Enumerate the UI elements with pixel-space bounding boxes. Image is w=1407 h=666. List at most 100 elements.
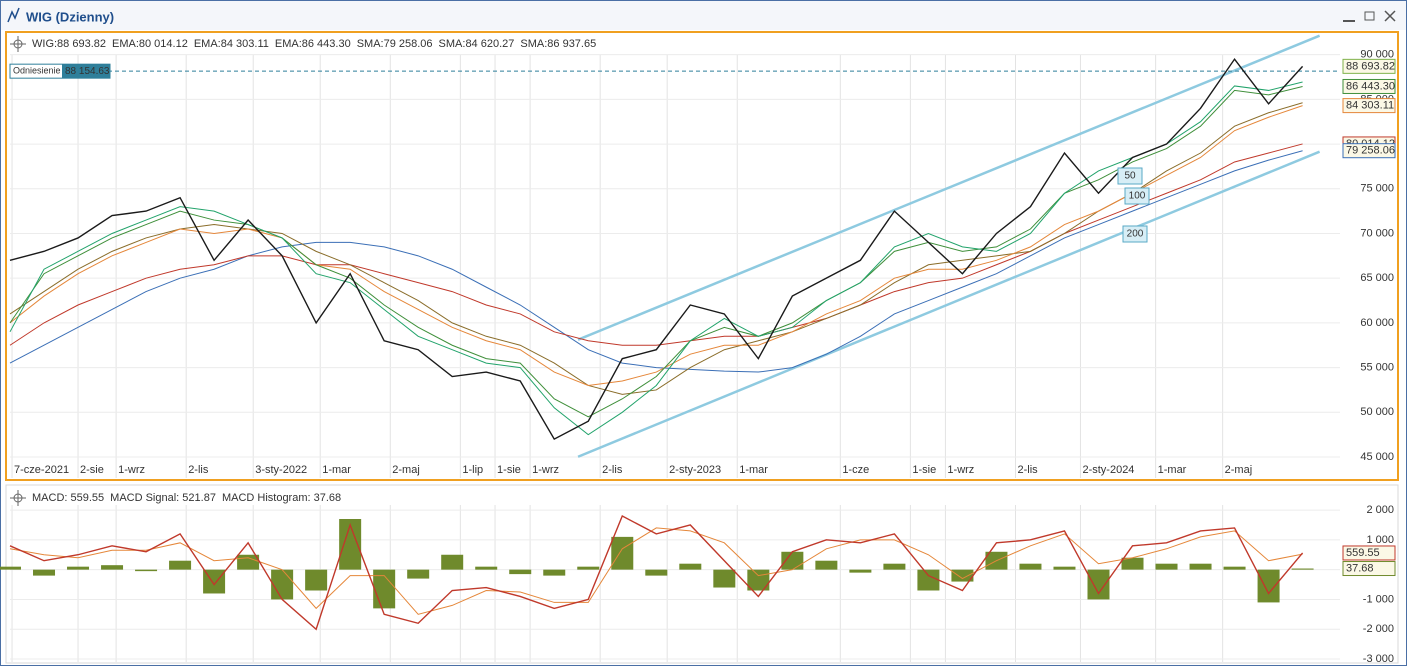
move-icon-cross[interactable] [10, 36, 26, 52]
x-tick-label: 2-lis [602, 464, 623, 476]
histogram-bar [169, 560, 192, 570]
series-line [9, 102, 1303, 395]
x-tick-label: 1-mar [739, 464, 768, 476]
series-line [9, 105, 1303, 386]
histogram-bar [1189, 563, 1212, 570]
legend-entry: MACD Histogram: 37.68 [222, 492, 341, 504]
price-panel-frame [5, 31, 1399, 481]
move-icon[interactable] [10, 490, 26, 506]
histogram-bar [0, 566, 21, 570]
restore-button[interactable] [1364, 11, 1375, 21]
last-value-label: 37.68 [1346, 562, 1374, 574]
x-tick-label: 1-wrz [118, 464, 145, 476]
histogram-bar [849, 569, 872, 573]
histogram-bar [67, 566, 90, 570]
histogram-bar [713, 569, 736, 588]
last-value-label: 559.55 [1346, 547, 1380, 559]
x-tick-label: 2-sie [80, 464, 104, 476]
x-tick-label: 1-sie [497, 464, 521, 476]
reference-value: 88 154.63 [65, 66, 110, 77]
move-icon-cross[interactable] [10, 490, 26, 506]
last-value-tag [1342, 78, 1396, 94]
histogram-bar [1121, 557, 1144, 570]
histogram-bar [475, 566, 498, 570]
y-tick-label: -2 000 [1363, 623, 1394, 635]
close-button[interactable] [1384, 10, 1396, 22]
histogram-bar [577, 566, 600, 570]
badge [1122, 225, 1148, 243]
series-line [9, 81, 1303, 436]
y-tick-label: 65 000 [1360, 272, 1394, 284]
x-tick-label: 1-mar [322, 464, 351, 476]
reference-label: Odniesienie [13, 66, 61, 76]
x-tick-label: 2-maj [1225, 464, 1253, 476]
histogram-bar [611, 536, 634, 570]
x-tick-label: 1-cze [842, 464, 869, 476]
y-tick-label: 70 000 [1360, 227, 1394, 239]
y-tick-label: -3 000 [1363, 653, 1394, 665]
histogram-bar [1291, 568, 1314, 570]
histogram-bar [679, 563, 702, 570]
series-line [9, 85, 1303, 418]
histogram-bar [33, 569, 56, 576]
last-value-label: 88 693.82 [1346, 60, 1395, 72]
x-tick-label: 1-lip [462, 464, 483, 476]
series-line [9, 527, 1303, 615]
last-value-tag [1342, 58, 1396, 74]
badge-label: 100 [1129, 191, 1146, 202]
x-tick-label: 2-lis [1017, 464, 1038, 476]
y-tick-label: 2 000 [1366, 504, 1394, 516]
x-tick-label: 2-lis [188, 464, 209, 476]
move-icon[interactable] [10, 36, 26, 52]
title-bar [1, 1, 1406, 30]
histogram-bar [781, 551, 804, 570]
y-tick-label: 75 000 [1360, 183, 1394, 195]
last-value-tag [1342, 561, 1396, 577]
x-tick-label: 1-mar [1158, 464, 1187, 476]
chart-icon [7, 7, 20, 23]
legend-entry: EMA:86 443.30 [275, 38, 351, 50]
histogram-bar [407, 569, 430, 579]
histogram-bar [339, 519, 362, 570]
histogram-bar [441, 554, 464, 570]
last-value-label: 79 258.06 [1346, 145, 1395, 157]
reference-tag-value [62, 64, 110, 79]
histogram-bar [1087, 569, 1110, 600]
series-line [9, 150, 1303, 373]
y-tick-label: -1 000 [1363, 593, 1394, 605]
badge [1124, 187, 1150, 205]
histogram-bar [883, 563, 906, 570]
trend-channel [577, 150, 1321, 458]
x-tick-label: 2-maj [392, 464, 420, 476]
series-line [9, 57, 1304, 441]
series-line [9, 143, 1303, 346]
trend-channel [577, 34, 1321, 341]
y-tick-label: 90 000 [1360, 49, 1394, 61]
last-value-tag [1342, 545, 1396, 561]
x-tick-label: 7-cze-2021 [14, 464, 69, 476]
window-controls[interactable] [1343, 10, 1396, 22]
macd-panel-frame [5, 484, 1399, 664]
legend-entry: EMA:80 014.12 [112, 38, 188, 50]
last-value-label: 84 303.11 [1346, 100, 1394, 112]
badge-label: 200 [1127, 229, 1144, 240]
y-tick-label: 45 000 [1360, 451, 1394, 463]
histogram-bar [1053, 566, 1076, 570]
histogram-bar [1223, 566, 1246, 570]
histogram-bar [135, 569, 158, 572]
window-title: WIG (Dzienny) [26, 9, 114, 24]
legend-entry: SMA:84 620.27 [439, 38, 515, 50]
histogram-bar [1155, 563, 1178, 570]
x-tick-label: 1-wrz [532, 464, 559, 476]
histogram-bar [645, 569, 668, 576]
x-tick-label: 3-sty-2022 [255, 464, 307, 476]
histogram-bar [271, 569, 294, 600]
y-tick-label: 55 000 [1360, 361, 1394, 373]
last-value-tag [1342, 98, 1396, 114]
last-value-tag [1342, 143, 1396, 159]
histogram-bar [1019, 563, 1042, 570]
legend-entry: WIG:88 693.82 [32, 38, 106, 50]
x-tick-label: 2-sty-2024 [1082, 464, 1134, 476]
